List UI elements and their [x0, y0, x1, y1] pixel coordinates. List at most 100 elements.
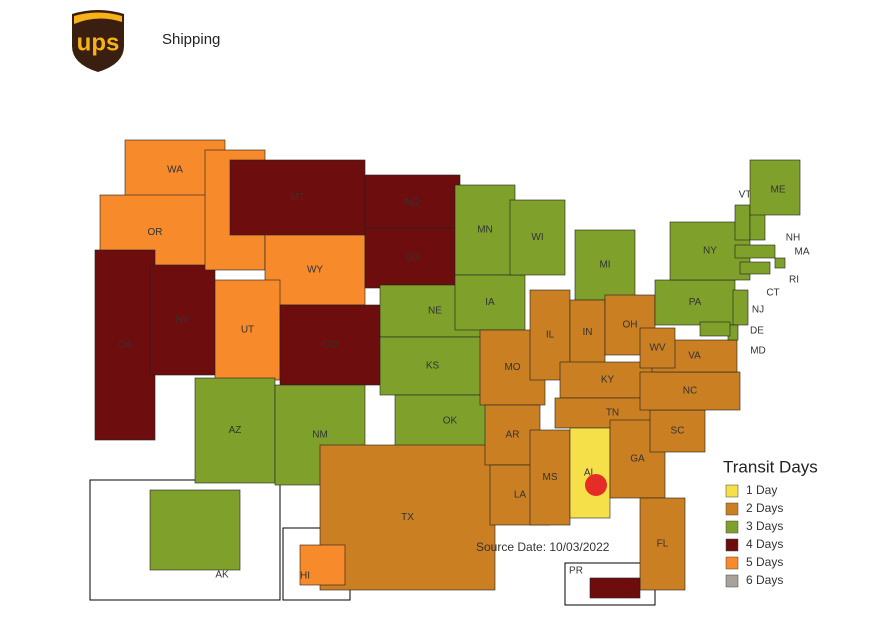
- state-label: ND: [405, 197, 419, 208]
- state: [774, 257, 786, 269]
- state-label: WI: [531, 232, 543, 243]
- state-label: FL: [657, 539, 669, 550]
- legend-label: 2 Days: [746, 501, 783, 515]
- legend-swatch: [725, 556, 739, 570]
- state-label: NJ: [752, 305, 764, 316]
- state: [214, 279, 281, 381]
- legend-swatch: [725, 520, 739, 534]
- legend-swatch: [725, 574, 739, 588]
- state-label: MD: [750, 346, 766, 357]
- state-label: WA: [167, 165, 183, 176]
- state-label: IL: [546, 330, 555, 341]
- state: [149, 264, 216, 376]
- state-label: SC: [671, 426, 685, 437]
- ups-logo[interactable]: ups: [72, 10, 124, 72]
- legend-title: Transit Days: [723, 457, 818, 476]
- state-label: NE: [428, 306, 442, 317]
- state: [194, 377, 276, 484]
- state: [454, 184, 516, 276]
- state: [574, 229, 636, 301]
- state: [319, 444, 496, 591]
- legend-label: 4 Days: [746, 537, 783, 551]
- state-label: CA: [118, 340, 132, 351]
- state: [364, 174, 461, 231]
- location-marker: [585, 474, 607, 496]
- state: [734, 204, 751, 241]
- state-label: CO: [323, 340, 338, 351]
- page-title: Shipping: [162, 31, 220, 48]
- state-label: NH: [786, 233, 800, 244]
- state-label: KY: [601, 375, 615, 386]
- state-label: RI: [789, 275, 799, 286]
- state-label: TN: [606, 408, 619, 419]
- state-label: MO: [504, 362, 520, 373]
- state: [639, 497, 686, 591]
- state-label: KS: [426, 361, 440, 372]
- legend-label: 6 Days: [746, 573, 783, 587]
- state-label: VA: [688, 351, 701, 362]
- state: [649, 409, 706, 453]
- state: [509, 199, 566, 276]
- logo-text: ups: [77, 29, 120, 56]
- legend-label: 3 Days: [746, 519, 783, 533]
- state-label: AR: [506, 430, 520, 441]
- state-label: OR: [148, 227, 163, 238]
- alaska-inset: [89, 479, 281, 601]
- state-label: DE: [750, 326, 764, 337]
- state-label: AZ: [229, 425, 242, 436]
- state: [699, 321, 731, 337]
- state-label: MI: [599, 260, 610, 271]
- legend-swatch: [725, 538, 739, 552]
- state-label: IA: [485, 297, 495, 308]
- state-label: WV: [649, 343, 665, 354]
- state-label: TX: [401, 512, 414, 523]
- state: [749, 159, 801, 216]
- state-label: CT: [766, 288, 779, 299]
- state: [264, 234, 366, 306]
- state: [379, 336, 486, 396]
- state-label: OH: [623, 320, 638, 331]
- state-label: GA: [630, 454, 645, 465]
- state-label: ME: [771, 185, 786, 196]
- state: [529, 429, 571, 526]
- logo-band: [74, 12, 122, 24]
- state-label: UT: [241, 325, 254, 336]
- state: [94, 249, 156, 441]
- state-label: MS: [543, 472, 558, 483]
- state: [454, 274, 526, 331]
- state-label: HI: [300, 571, 310, 582]
- state: [569, 427, 611, 519]
- state-label: NM: [312, 430, 328, 441]
- state-label: MA: [795, 247, 810, 258]
- state-label: AK: [215, 570, 229, 581]
- state: [149, 489, 241, 571]
- state-label: IN: [583, 327, 593, 338]
- state: [279, 304, 381, 386]
- legend-label: 1 Day: [746, 483, 777, 497]
- state-label: MN: [477, 225, 493, 236]
- state: [229, 159, 366, 236]
- state: [732, 289, 749, 326]
- logo-shield: [72, 10, 124, 72]
- legend-swatch: [725, 484, 739, 498]
- source-date: Source Date: 10/03/2022: [476, 540, 610, 554]
- state-label: LA: [514, 490, 527, 501]
- state-label: NY: [703, 246, 717, 257]
- state-label: VT: [739, 190, 752, 201]
- state-label: WY: [307, 265, 323, 276]
- legend-swatch: [725, 502, 739, 516]
- legend-label: 5 Days: [746, 555, 783, 569]
- state-label: PA: [689, 297, 702, 308]
- state-label: NV: [176, 315, 190, 326]
- state: [654, 279, 736, 326]
- state: [734, 244, 776, 259]
- state: [589, 577, 641, 599]
- state: [299, 544, 346, 586]
- state-label: OK: [443, 416, 458, 427]
- state-label: SD: [406, 253, 420, 264]
- state-label: NC: [683, 386, 697, 397]
- state: [559, 361, 656, 399]
- state-label: AL: [584, 468, 597, 479]
- state: [639, 327, 676, 369]
